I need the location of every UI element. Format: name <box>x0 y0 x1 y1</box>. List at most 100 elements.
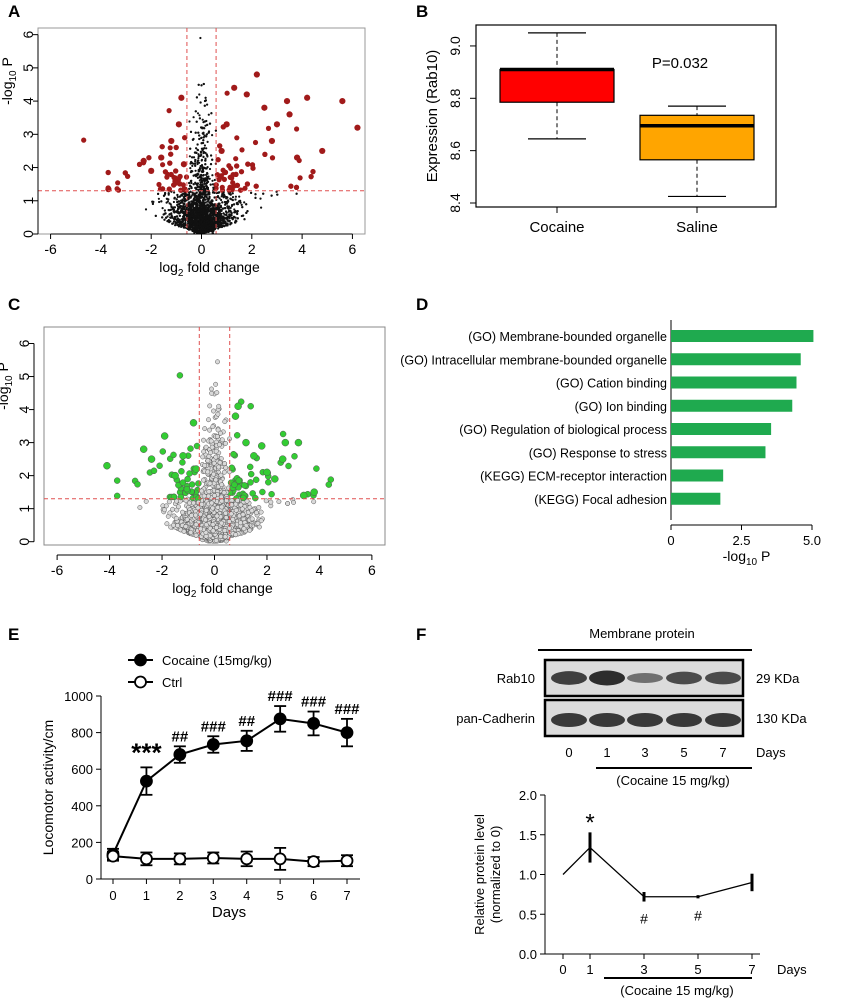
data-point <box>236 210 239 213</box>
data-point <box>159 448 167 455</box>
y-tick-label: 4 <box>20 97 36 105</box>
data-point <box>236 202 239 206</box>
data-point <box>210 210 213 213</box>
highlight-point <box>268 137 276 145</box>
data-point <box>169 203 172 206</box>
data-point <box>234 163 240 169</box>
data-point <box>291 453 298 460</box>
data-point <box>194 201 197 205</box>
data-point <box>211 207 214 210</box>
data-point <box>213 196 216 199</box>
data-point <box>218 210 221 213</box>
data-point <box>243 218 246 221</box>
data-point <box>203 198 206 201</box>
data-point <box>220 215 223 219</box>
highlight-point <box>354 124 361 131</box>
data-point <box>180 209 183 212</box>
data-point <box>194 226 198 230</box>
highlight-point <box>283 97 291 105</box>
data-point <box>200 142 203 145</box>
data-point <box>230 222 233 225</box>
data-point <box>200 181 203 184</box>
data-point <box>202 132 205 135</box>
data-point <box>194 160 197 163</box>
data-point <box>207 175 210 178</box>
data-point <box>178 195 181 198</box>
data-point <box>146 155 152 161</box>
data-point <box>190 181 193 185</box>
data-point <box>234 198 237 201</box>
data-point <box>168 171 174 178</box>
data-point <box>199 150 202 153</box>
data-point <box>137 505 143 510</box>
panel-letter-d: D <box>416 295 428 314</box>
data-point <box>81 137 87 143</box>
data-point <box>209 386 214 392</box>
data-point <box>218 174 224 180</box>
data-point <box>204 167 207 170</box>
data-point <box>204 177 207 180</box>
data-point <box>136 161 143 167</box>
data-point <box>154 214 157 217</box>
data-point <box>203 185 206 188</box>
data-point <box>204 159 207 162</box>
data-point <box>203 188 206 191</box>
data-point <box>233 208 236 211</box>
data-point <box>226 205 229 208</box>
data-point <box>221 176 227 182</box>
data-point <box>199 186 202 189</box>
highlight-point <box>218 147 225 155</box>
data-point <box>190 211 193 214</box>
data-point <box>194 206 198 209</box>
data-point <box>206 219 210 222</box>
data-point <box>325 481 333 488</box>
data-point <box>193 231 196 234</box>
data-point <box>164 521 170 527</box>
data-point <box>253 183 259 189</box>
data-point <box>190 217 194 221</box>
data-point <box>184 219 187 222</box>
data-point <box>242 185 248 191</box>
data-point <box>288 183 294 189</box>
highlight-point <box>253 71 260 78</box>
x-tick-label: Saline <box>676 219 718 236</box>
data-point <box>209 183 212 186</box>
data-point <box>259 488 266 496</box>
data-point <box>265 125 272 131</box>
data-point <box>185 207 188 210</box>
data-point <box>189 215 192 218</box>
data-point <box>167 192 170 195</box>
data-point <box>170 451 177 459</box>
data-point <box>191 170 194 173</box>
data-point <box>156 181 162 188</box>
data-point <box>191 156 194 159</box>
data-point <box>194 164 197 167</box>
data-point <box>205 184 208 187</box>
data-point <box>232 215 236 218</box>
data-point <box>259 197 262 200</box>
data-point <box>203 99 207 103</box>
data-point <box>205 133 208 136</box>
data-point <box>195 182 198 185</box>
data-point <box>188 205 191 208</box>
data-point <box>177 173 183 180</box>
data-point <box>203 104 206 107</box>
data-point <box>165 201 168 204</box>
data-point <box>200 84 203 87</box>
data-point <box>207 403 213 409</box>
data-point <box>180 225 183 228</box>
data-point <box>167 219 170 222</box>
data-point <box>222 169 229 175</box>
data-point <box>186 227 189 230</box>
data-point <box>194 169 197 172</box>
data-point <box>162 169 168 175</box>
data-point <box>223 222 226 225</box>
data-point <box>178 214 181 217</box>
data-point <box>181 200 184 204</box>
data-point <box>208 204 211 207</box>
data-point <box>189 184 192 187</box>
data-point <box>189 167 192 170</box>
data-point <box>190 186 193 190</box>
data-point <box>245 161 251 167</box>
